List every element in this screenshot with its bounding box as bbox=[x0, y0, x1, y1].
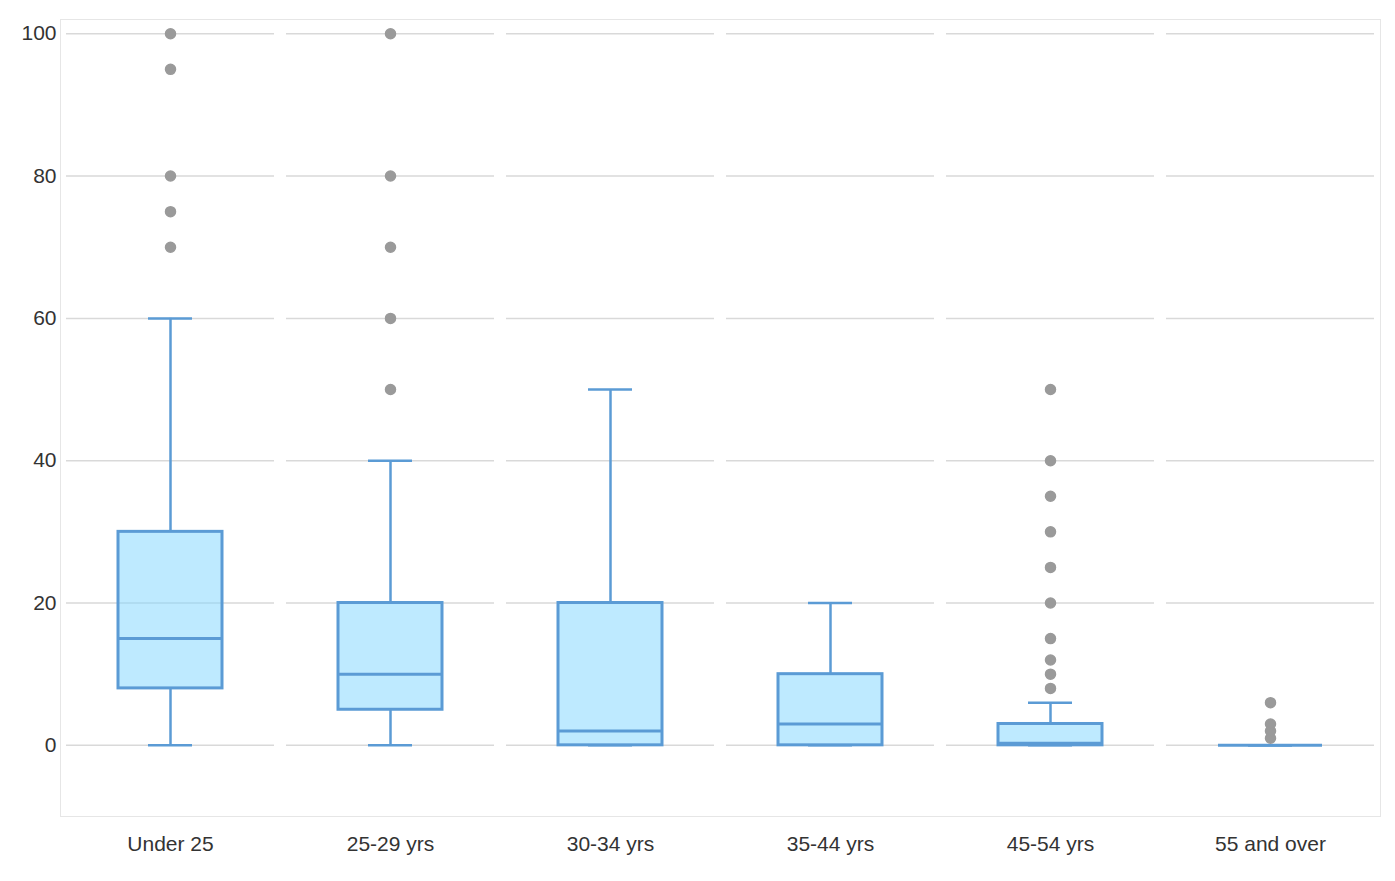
svg-text:55 and over: 55 and over bbox=[1215, 832, 1326, 855]
svg-text:30-34 yrs: 30-34 yrs bbox=[567, 832, 655, 855]
svg-text:60: 60 bbox=[33, 306, 56, 329]
svg-text:20: 20 bbox=[33, 591, 56, 614]
svg-text:45-54 yrs: 45-54 yrs bbox=[1007, 832, 1095, 855]
svg-text:35-44 yrs: 35-44 yrs bbox=[787, 832, 875, 855]
svg-text:0: 0 bbox=[45, 733, 57, 756]
svg-text:100: 100 bbox=[21, 21, 56, 44]
svg-text:Under 25: Under 25 bbox=[127, 832, 213, 855]
svg-text:80: 80 bbox=[33, 164, 56, 187]
svg-text:25-29 yrs: 25-29 yrs bbox=[347, 832, 435, 855]
svg-text:40: 40 bbox=[33, 448, 56, 471]
